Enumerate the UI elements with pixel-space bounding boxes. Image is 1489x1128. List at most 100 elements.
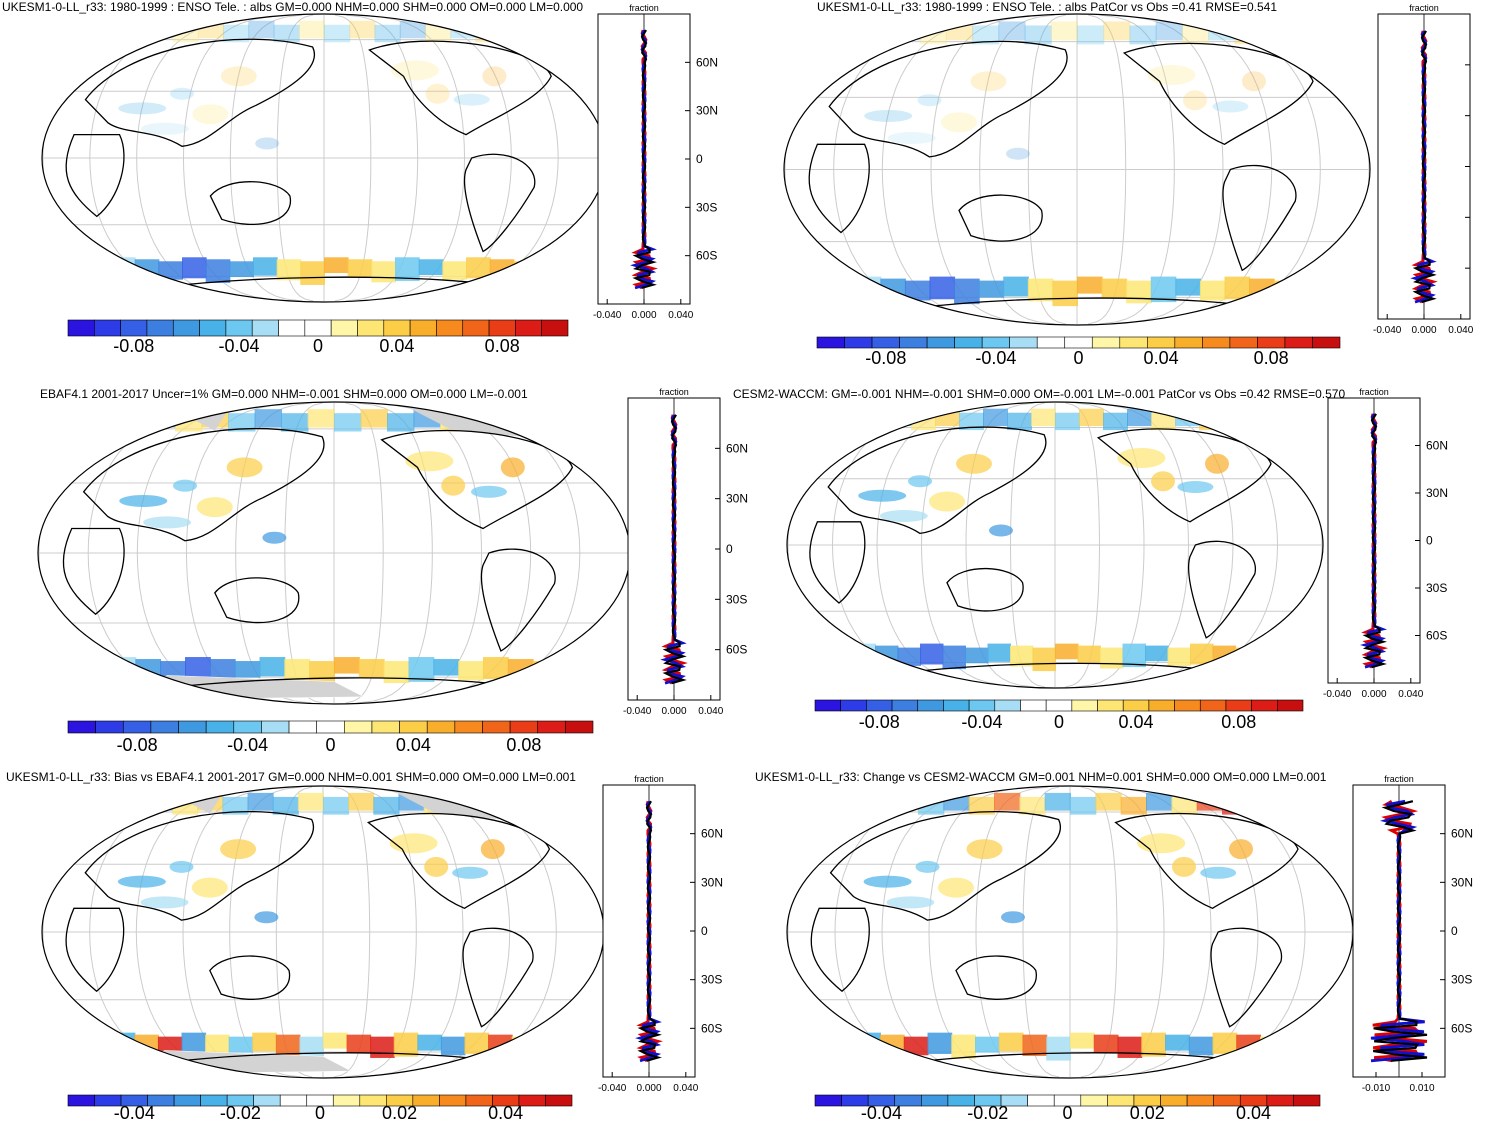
colorbar-tick-label: 0.08 xyxy=(484,336,520,356)
anomaly-cell xyxy=(867,796,894,815)
anomaly-cell xyxy=(1031,408,1056,427)
anomaly-cell xyxy=(1183,90,1207,111)
colorbar-box xyxy=(261,720,290,734)
colorbar-box xyxy=(968,699,996,712)
anomaly-cell xyxy=(1235,647,1259,664)
anomaly-cell xyxy=(893,21,921,41)
world-map xyxy=(37,401,631,705)
anomaly-cell xyxy=(841,21,869,41)
coastline xyxy=(82,427,325,542)
map-boundary xyxy=(783,13,1371,326)
anomaly-cell xyxy=(499,792,526,811)
anomaly-cell xyxy=(1260,21,1288,41)
zonal-title: fraction xyxy=(1409,3,1439,13)
colorbar-box xyxy=(146,319,174,337)
coastline xyxy=(827,426,1047,535)
anomaly-cell xyxy=(442,261,467,280)
x-tick-label: 0.010 xyxy=(1409,1083,1434,1094)
anomaly-cell xyxy=(998,1032,1024,1052)
zonal-title: fraction xyxy=(1384,774,1414,784)
anomaly-cell xyxy=(324,257,349,274)
colorbar-box xyxy=(482,720,511,734)
anomaly-cell xyxy=(346,1034,372,1054)
anomaly-cell xyxy=(1242,71,1266,92)
anomaly-cell xyxy=(262,531,287,544)
anomaly-cell xyxy=(1165,1034,1190,1051)
anomaly-cell xyxy=(500,457,525,478)
anomaly-cell xyxy=(390,60,439,81)
lat-label: 0 xyxy=(1451,924,1458,938)
colorbar-box xyxy=(426,720,456,734)
anomaly-cell xyxy=(887,408,912,427)
anomaly-cell xyxy=(970,71,1007,92)
coastline xyxy=(65,907,125,993)
anomaly-cell xyxy=(272,796,299,815)
world-map xyxy=(786,785,1354,1079)
lat-label: 60S xyxy=(701,1021,722,1035)
colorbar-tick-label: 0.04 xyxy=(1143,348,1179,368)
anomaly-cell xyxy=(832,1036,858,1058)
coastline xyxy=(462,927,534,1028)
anomaly-cell xyxy=(1027,278,1054,302)
x-tick-label: 0.000 xyxy=(661,706,686,717)
anomaly-cell xyxy=(482,66,507,87)
anomaly-cell xyxy=(1103,412,1128,431)
anomaly-cell xyxy=(489,259,515,283)
anomaly-cell xyxy=(323,1032,348,1049)
anomaly-cell xyxy=(886,896,935,909)
anomaly-cell xyxy=(360,409,388,428)
anomaly-cell xyxy=(143,516,192,529)
colorbar-tick-label: 0.08 xyxy=(506,735,542,755)
anomaly-cell xyxy=(1280,645,1304,667)
anomaly-cell xyxy=(140,896,189,909)
colorbar-tick-label: 0.02 xyxy=(1129,1103,1165,1123)
colorbar-tick-label: -0.08 xyxy=(865,348,907,368)
colorbar-box xyxy=(565,720,594,734)
anomaly-cell xyxy=(1127,408,1152,427)
anomaly-cell xyxy=(917,94,942,107)
anomaly-cell xyxy=(1019,796,1046,815)
anomaly-cell xyxy=(110,657,137,682)
colorbar-box xyxy=(814,699,841,712)
anomaly-cell xyxy=(1171,796,1198,815)
anomaly-cell xyxy=(897,647,921,666)
anomaly-cell xyxy=(440,1036,466,1056)
world-map xyxy=(41,785,605,1079)
anomaly-cell xyxy=(1199,412,1224,431)
colorbar-box xyxy=(840,699,867,712)
anomaly-cell xyxy=(1212,645,1236,670)
anomaly-cell xyxy=(1212,100,1249,113)
anomaly-cell xyxy=(172,796,199,815)
coastline xyxy=(209,181,292,226)
anomaly-cell xyxy=(298,20,325,39)
anomaly-cell xyxy=(1205,453,1229,474)
zonal-mean-plot: fraction 60N 30N 0 30S 60S -0.040 0.000 0.040 xyxy=(1323,387,1448,700)
anomaly-cell xyxy=(929,276,956,300)
x-tick-label: -0.040 xyxy=(1373,325,1402,336)
panel-title: UKESM1-0-LL_r33: 1980-1999 : ENSO Tele. … xyxy=(2,0,584,14)
anomaly-cell xyxy=(1001,911,1025,924)
anomaly-cell xyxy=(441,475,466,496)
anomaly-cell xyxy=(1145,645,1169,662)
anomaly-cell xyxy=(929,491,965,512)
x-tick-label: -0.010 xyxy=(1362,1083,1391,1094)
zonal-mean-line xyxy=(1362,413,1388,669)
anomaly-cell xyxy=(904,280,931,301)
anomaly-cell xyxy=(374,24,401,43)
anomaly-cell xyxy=(908,475,932,488)
panel-title: UKESM1-0-LL_r33: 1980-1999 : ENSO Tele. … xyxy=(817,0,1278,14)
coastline xyxy=(209,955,291,1000)
anomaly-cell xyxy=(951,1034,976,1059)
anomaly-cell xyxy=(389,833,438,854)
panel-title: UKESM1-0-LL_r33: Change vs CESM2-WACCM G… xyxy=(755,770,1327,784)
zonal-mean-line xyxy=(1373,800,1428,1062)
colorbar xyxy=(67,319,569,337)
anomaly-cell xyxy=(254,911,279,924)
x-tick-label: 0.000 xyxy=(1411,325,1436,336)
colorbar-tick-label: 0 xyxy=(1062,1103,1073,1123)
colorbar-box xyxy=(816,336,845,349)
x-tick-label: -0.040 xyxy=(1323,689,1352,700)
colorbar-box xyxy=(94,319,121,337)
anomaly-cell xyxy=(172,24,199,43)
anomaly-cell xyxy=(1120,796,1147,815)
